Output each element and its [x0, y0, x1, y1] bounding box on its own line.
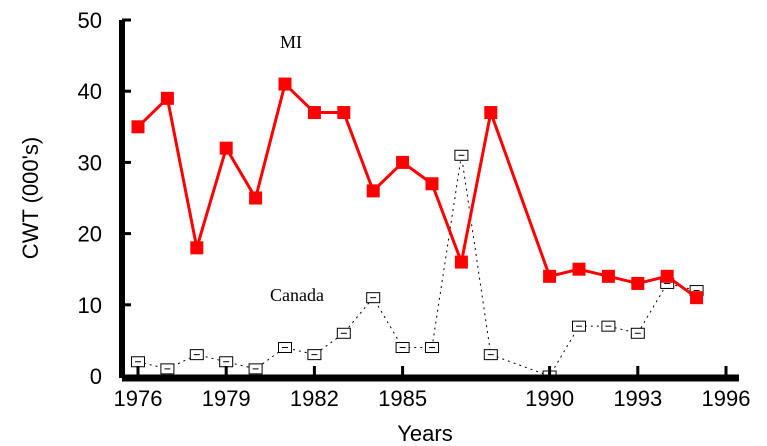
- series-layer: [131, 77, 704, 382]
- series-label-mi: MI: [280, 32, 302, 52]
- x-tick-label: 1990: [525, 386, 574, 411]
- ticks-layer: 0 10 20 30 40 50 1976 1979 1982 1985 1990 1993 1996: [78, 8, 751, 411]
- data-point-mi: [337, 106, 351, 120]
- y-tick-label: 10: [78, 293, 102, 318]
- data-point-mi: [131, 120, 145, 134]
- data-point-mi: [631, 276, 645, 290]
- data-point-mi: [601, 269, 615, 283]
- y-tick-label: 40: [78, 79, 102, 104]
- data-point-mi: [484, 106, 498, 120]
- axes-layer: [119, 20, 739, 382]
- x-axis-title: Years: [397, 421, 452, 446]
- data-point-mi: [219, 141, 233, 155]
- series-line-canada: [137, 154, 697, 377]
- data-point-mi: [660, 269, 674, 283]
- series-line-mi: [136, 82, 698, 299]
- data-point-mi: [543, 269, 557, 283]
- y-axis-title: CWT (000's): [18, 137, 43, 259]
- x-tick-label: 1985: [378, 386, 427, 411]
- y-tick-label: 30: [78, 150, 102, 175]
- data-point-mi: [396, 155, 410, 169]
- x-tick-label: 1993: [613, 386, 662, 411]
- data-point-mi: [572, 262, 586, 276]
- data-point-mi: [690, 291, 704, 305]
- y-tick-label: 20: [78, 222, 102, 247]
- x-tick-label: 1976: [114, 386, 163, 411]
- x-tick-label: 1979: [202, 386, 251, 411]
- data-point-mi: [249, 191, 263, 205]
- series-mi: [131, 77, 704, 305]
- data-point-mi: [454, 255, 468, 269]
- data-point-mi: [425, 177, 439, 191]
- data-point-mi: [366, 184, 380, 198]
- series-canada: [131, 149, 704, 382]
- x-tick-label: 1996: [702, 386, 751, 411]
- series-label-canada: Canada: [270, 285, 324, 305]
- y-tick-label: 0: [90, 364, 102, 389]
- data-point-mi: [278, 77, 292, 91]
- data-point-mi: [190, 241, 204, 255]
- data-point-mi: [160, 91, 174, 105]
- y-tick-label: 50: [78, 8, 102, 33]
- data-point-mi: [307, 106, 321, 120]
- x-tick-label: 1982: [290, 386, 339, 411]
